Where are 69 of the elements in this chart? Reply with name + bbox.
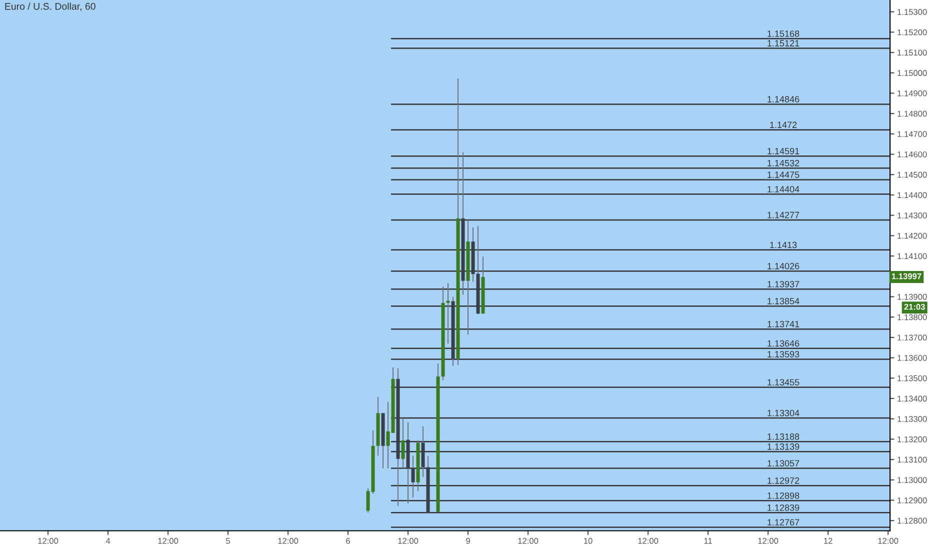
ref-line-label: 1.14475 <box>768 172 800 178</box>
ref-line-label: 1.15121 <box>768 40 800 46</box>
y-tick-label: 1.14200 <box>898 232 927 239</box>
y-tick-label: 1.12800 <box>898 518 927 524</box>
ref-line-label: 1.1472 <box>770 122 797 128</box>
y-tick-label: 1.13500 <box>898 375 927 382</box>
ref-line-label: 1.14404 <box>768 186 800 192</box>
chart-title: Euro / U.S. Dollar, 60 <box>5 2 96 11</box>
y-tick-label: 1.14300 <box>898 212 927 218</box>
y-tick-label: 1.13000 <box>898 477 927 483</box>
x-tick-label: 9 <box>466 538 470 544</box>
y-tick-label: 1.13700 <box>898 334 927 341</box>
ref-line-label: 1.13741 <box>768 320 800 328</box>
x-tick-label: 5 <box>226 538 230 544</box>
ref-line-label: 1.12839 <box>768 504 800 511</box>
ref-line-label: 1.13854 <box>768 298 800 304</box>
y-tick-label: 1.13100 <box>898 456 927 463</box>
ref-line-label: 1.15168 <box>768 30 800 37</box>
ref-line-label: 1.13937 <box>768 281 800 288</box>
y-tick-label: 1.14600 <box>898 151 927 158</box>
x-tick-label: 12:00 <box>278 538 298 544</box>
y-tick-label: 1.15300 <box>898 9 927 15</box>
y-tick-label: 1.14500 <box>898 172 927 178</box>
ref-line-label: 1.13057 <box>768 460 800 466</box>
y-tick-label: 1.14700 <box>898 131 927 138</box>
x-tick-label: 12:00 <box>638 538 658 544</box>
x-tick-label: 12:00 <box>758 538 778 544</box>
ref-line-label: 1.13455 <box>768 379 800 386</box>
x-tick-label: 6 <box>346 538 350 544</box>
y-tick-label: 1.15200 <box>898 29 927 36</box>
ref-line-label: 1.1413 <box>770 242 797 248</box>
text: 1.13997 <box>892 273 922 280</box>
y-tick-label: 1.15000 <box>898 70 927 76</box>
ref-line-label: 1.13188 <box>768 433 800 440</box>
x-tick-label: 4 <box>106 538 110 544</box>
ref-line-label: 1.13304 <box>768 410 800 416</box>
ref-line-label: 1.12972 <box>768 477 800 484</box>
y-tick-label: 1.15100 <box>898 50 927 56</box>
ref-line-label: 1.14591 <box>768 148 800 154</box>
y-tick-label: 1.13900 <box>898 294 927 300</box>
y-tick-label: 1.14400 <box>898 192 927 198</box>
ref-line-label: 1.13646 <box>768 340 800 347</box>
text: 21:03 <box>904 304 925 310</box>
x-tick-label: 11 <box>704 538 712 544</box>
ref-line-label: 1.14532 <box>768 160 800 166</box>
x-tick-label: 10 <box>584 538 592 544</box>
y-tick-label: 1.13300 <box>898 416 927 422</box>
x-tick-label: 12:00 <box>38 538 58 544</box>
y-tick-label: 1.14100 <box>898 253 927 260</box>
ref-line-label: 1.13593 <box>768 351 800 358</box>
x-tick-label: 12:00 <box>518 538 538 544</box>
x-tick-label: 12:00 <box>158 538 178 544</box>
ref-line-label: 1.12767 <box>768 519 800 526</box>
y-tick-label: 1.14900 <box>898 90 927 96</box>
ref-line-label: 1.13139 <box>768 443 800 450</box>
ref-line-label: 1.14026 <box>768 262 800 270</box>
y-tick-label: 1.12900 <box>898 497 927 504</box>
x-tick-label: 12:00 <box>398 538 418 544</box>
x-tick-label: 12:00 <box>878 538 898 544</box>
y-tick-label: 1.13800 <box>898 314 927 320</box>
y-tick-label: 1.13600 <box>898 354 927 361</box>
ref-line-label: 1.12898 <box>768 492 800 499</box>
ref-line-label: 1.14846 <box>768 96 800 102</box>
y-tick-label: 1.13200 <box>898 436 927 442</box>
candlestick <box>446 283 450 344</box>
y-tick-label: 1.13400 <box>898 396 927 402</box>
y-tick-label: 1.14800 <box>898 110 927 117</box>
ref-line-label: 1.14277 <box>768 212 800 218</box>
x-tick-label: 12 <box>824 538 832 544</box>
